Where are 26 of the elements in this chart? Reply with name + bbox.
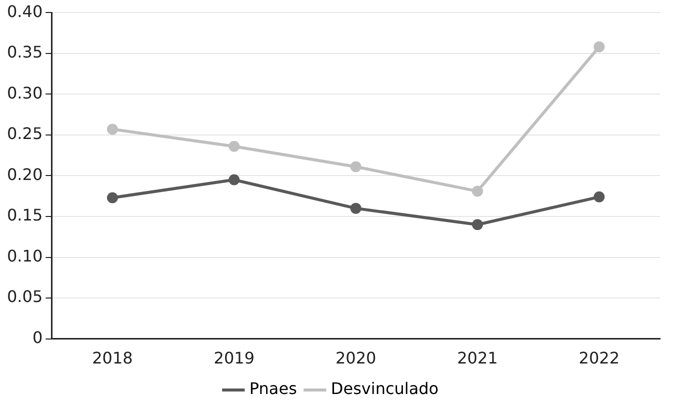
- point: [350, 202, 362, 214]
- point: [106, 192, 118, 204]
- x-tick-label: 2019: [214, 348, 254, 368]
- legend-label: Desvinculado: [330, 379, 439, 398]
- point: [228, 140, 240, 152]
- point: [350, 161, 362, 172]
- y-tick-label: 0.30: [7, 83, 43, 102]
- y-tick-label: 0: [32, 328, 43, 347]
- point: [594, 41, 605, 52]
- x-tick-label: 2018: [92, 348, 133, 368]
- legend-label: Pnaes: [249, 379, 297, 398]
- point: [472, 219, 483, 230]
- y-tick-label: 0.15: [7, 206, 43, 225]
- y-tick-label: 0.25: [7, 124, 43, 144]
- point: [472, 186, 483, 197]
- x-tick-label: 2020: [335, 348, 376, 368]
- point: [228, 174, 240, 186]
- x-tick-label: 2021: [457, 348, 498, 368]
- y-tick-label: 0.40: [7, 2, 43, 21]
- y-tick-label: 0.35: [7, 42, 43, 62]
- y-tick-label: 0.20: [7, 164, 43, 184]
- x-tick-label: 2022: [578, 348, 620, 368]
- point: [594, 191, 605, 202]
- point: [106, 124, 118, 135]
- y-tick-label: 0.05: [7, 287, 43, 306]
- y-tick-label: 0.10: [7, 246, 43, 266]
